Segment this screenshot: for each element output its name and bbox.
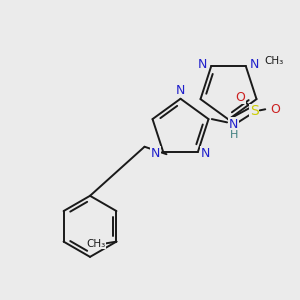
Text: CH₃: CH₃: [265, 56, 284, 66]
Text: S: S: [250, 104, 259, 118]
Text: CH₃: CH₃: [86, 239, 105, 249]
Text: N: N: [229, 118, 238, 131]
Text: N: N: [201, 147, 210, 160]
Text: H: H: [230, 130, 238, 140]
Text: O: O: [270, 103, 280, 116]
Text: N: N: [198, 58, 207, 70]
Text: N: N: [250, 58, 259, 70]
Text: N: N: [151, 147, 160, 160]
Text: O: O: [235, 91, 245, 104]
Text: N: N: [176, 83, 185, 97]
